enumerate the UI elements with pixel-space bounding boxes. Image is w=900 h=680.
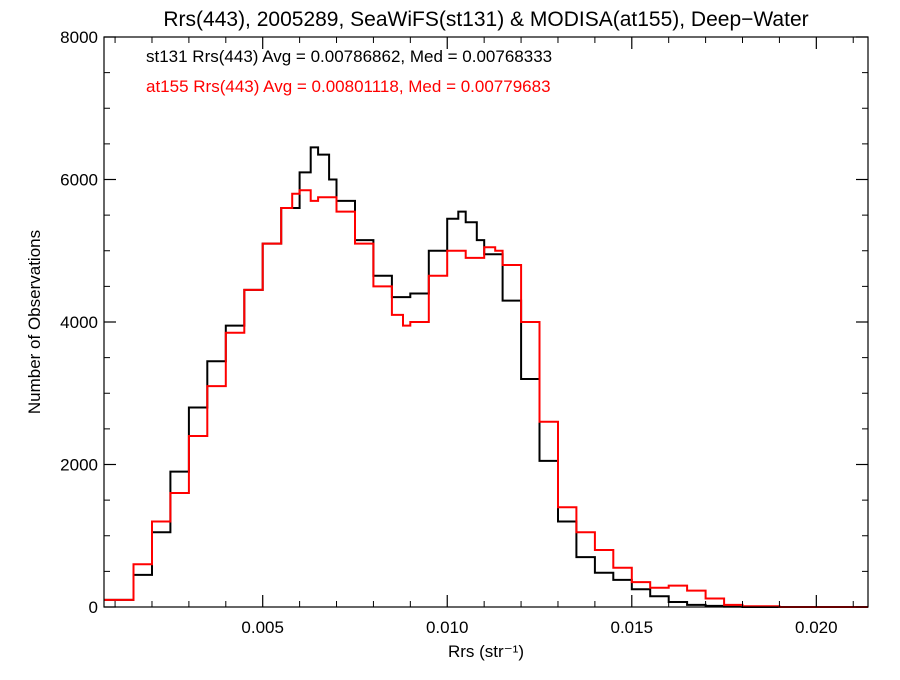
- annotation-at155-stats: at155 Rrs(443) Avg = 0.00801118, Med = 0…: [146, 77, 551, 96]
- y-tick-label: 0: [89, 598, 98, 617]
- x-axis-label: Rrs (str⁻¹): [448, 642, 524, 661]
- y-tick-label: 6000: [60, 171, 98, 190]
- y-axis-label: Number of Observations: [25, 230, 44, 414]
- series-layer: [104, 146, 868, 608]
- y-tick-label: 8000: [60, 28, 98, 47]
- annotation-st131-stats: st131 Rrs(443) Avg = 0.00786862, Med = 0…: [146, 47, 552, 66]
- series-line-1: [104, 189, 868, 608]
- ticks-layer: 0.005 0.010 0.015 0.020 0 2000 4000 6000 8000: [60, 28, 868, 637]
- x-tick-label: 0.015: [611, 618, 654, 637]
- x-tick-label: 0.005: [241, 618, 284, 637]
- y-tick-label: 4000: [60, 313, 98, 332]
- x-tick-label: 0.020: [795, 618, 838, 637]
- x-tick-label: 0.010: [426, 618, 469, 637]
- y-tick-label: 2000: [60, 456, 98, 475]
- chart-title: Rrs(443), 2005289, SeaWiFS(st131) & MODI…: [163, 8, 808, 31]
